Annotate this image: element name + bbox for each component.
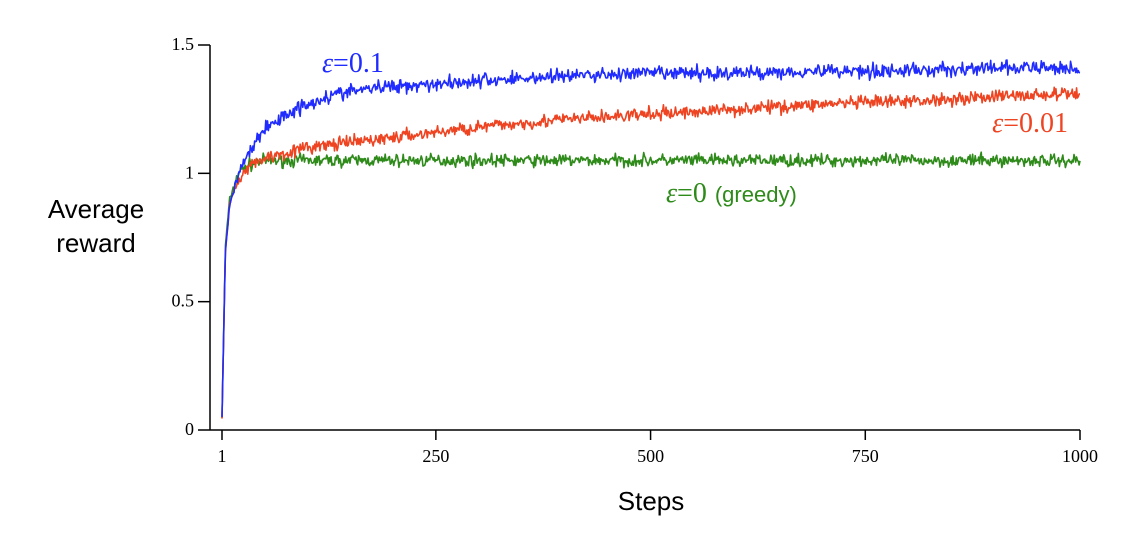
- y-tick-label: 0: [185, 419, 194, 439]
- series-label-eps0-extra: (greedy): [715, 182, 797, 207]
- series-line-eps0: [221, 151, 1081, 418]
- x-tick-label: 1: [218, 446, 227, 466]
- series-lines: [221, 59, 1081, 419]
- x-tick-label: 250: [422, 446, 449, 466]
- y-tick-label: 1.5: [172, 34, 195, 54]
- series-line-eps001: [221, 86, 1081, 419]
- series-label-eps01: ε=0.1: [322, 48, 384, 79]
- axes: 0 0.5 1 1.5 1 250 500 750 1000: [172, 34, 1099, 466]
- y-tick-label: 1: [185, 162, 194, 182]
- series-label-eps0-value: =0: [677, 178, 707, 209]
- x-axis-title: Steps: [618, 486, 685, 516]
- y-axis-title-line-1: Average: [48, 194, 144, 224]
- x-tick-label: 1000: [1062, 446, 1098, 466]
- series-label-eps01-value: =0.1: [333, 48, 384, 79]
- x-ticks: 1 250 500 750 1000: [218, 430, 1098, 466]
- y-axis-title-line-2: reward: [56, 228, 135, 258]
- series-label-eps001-symbol: ε: [992, 108, 1003, 139]
- x-tick-label: 750: [852, 446, 879, 466]
- series-label-eps0: ε=0 (greedy): [666, 178, 797, 209]
- series-label-eps001-value: =0.01: [1003, 108, 1068, 139]
- series-label-eps001: ε=0.01: [992, 108, 1068, 139]
- series-label-eps0-symbol: ε: [666, 178, 677, 209]
- x-tick-label: 500: [637, 446, 664, 466]
- series-label-eps01-symbol: ε: [322, 48, 333, 79]
- y-ticks: 0 0.5 1 1.5: [172, 34, 210, 439]
- series-line-eps01: [221, 59, 1081, 418]
- y-tick-label: 0.5: [172, 291, 195, 311]
